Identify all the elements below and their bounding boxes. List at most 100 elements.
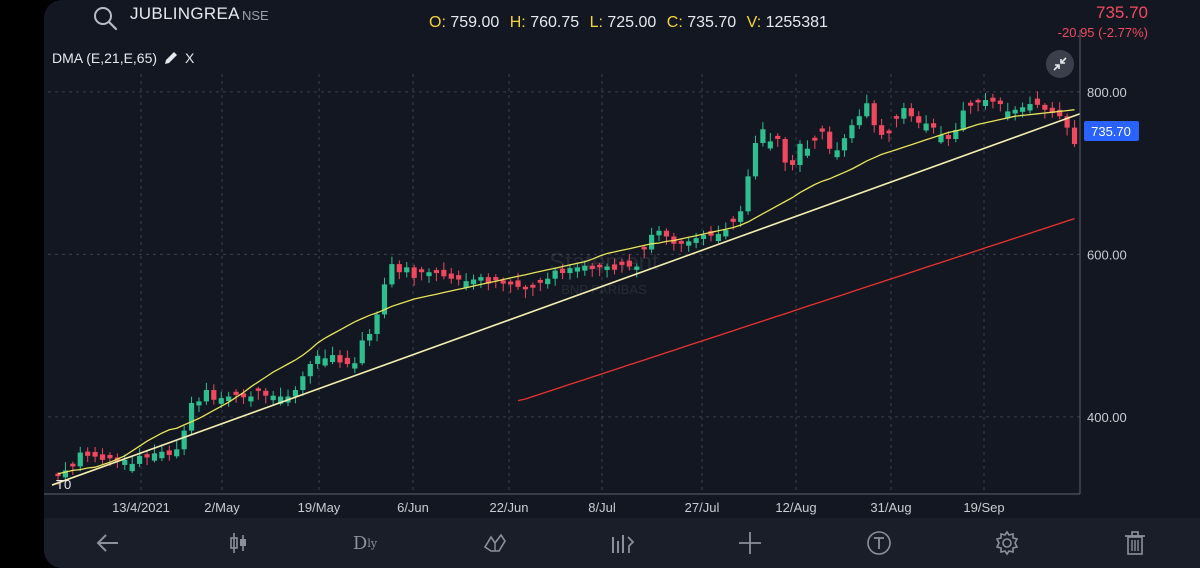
candle-body bbox=[975, 99, 981, 103]
candle-body bbox=[404, 267, 410, 273]
last-price: 735.70 bbox=[1096, 3, 1148, 22]
candle-body bbox=[270, 395, 276, 401]
chart-type-button[interactable] bbox=[223, 528, 253, 558]
price-change: -20.95 (-2.77%) bbox=[1057, 25, 1148, 40]
candle-body bbox=[597, 264, 603, 268]
candle-body bbox=[827, 131, 833, 149]
x-tick-label: 31/Aug bbox=[870, 500, 911, 515]
candle-body bbox=[856, 116, 862, 126]
candle-body bbox=[166, 450, 172, 456]
symbol-name[interactable]: JUBLINGREA bbox=[130, 4, 240, 23]
candle-body bbox=[752, 143, 759, 177]
y-tick-label: 400.00 bbox=[1087, 410, 1127, 425]
candle-body bbox=[255, 388, 261, 391]
candle-body bbox=[322, 358, 328, 366]
candle-body bbox=[945, 134, 951, 139]
candle-body bbox=[55, 473, 61, 477]
drawing-tools-button[interactable] bbox=[480, 528, 510, 558]
indicator-remove-button[interactable]: X bbox=[185, 50, 195, 66]
candle-body bbox=[604, 266, 610, 270]
candle-body bbox=[760, 129, 766, 144]
indicators-button[interactable] bbox=[607, 528, 637, 558]
edit-pencil-icon[interactable] bbox=[163, 50, 179, 66]
chart-lines bbox=[51, 109, 1081, 486]
candlestick-icon bbox=[230, 533, 246, 553]
candle-body bbox=[329, 355, 336, 363]
price-chart[interactable]: Statement BNP PARIBAS 400.00 600.00 800.00… bbox=[44, 0, 1200, 518]
candle-body bbox=[1005, 111, 1011, 119]
candle-body bbox=[708, 231, 714, 236]
x-tick-label: 8/Jul bbox=[588, 500, 616, 515]
x-tick-label: 13/4/2021 bbox=[112, 500, 170, 515]
candle-body bbox=[218, 398, 224, 404]
settings-button[interactable] bbox=[992, 528, 1022, 558]
candle-body bbox=[463, 281, 469, 288]
candle-body bbox=[418, 269, 425, 273]
candle-body bbox=[1057, 109, 1063, 117]
candle-body bbox=[226, 396, 232, 401]
candle-body bbox=[938, 134, 944, 143]
candle-body bbox=[864, 103, 870, 117]
open-value: 759.00 bbox=[450, 14, 500, 31]
candle-body bbox=[508, 281, 514, 285]
text-tool-button[interactable] bbox=[864, 528, 894, 558]
candle-body bbox=[589, 265, 595, 269]
back-button[interactable] bbox=[93, 528, 123, 558]
candle-body bbox=[359, 340, 365, 364]
ema65-line bbox=[517, 217, 1075, 402]
candle-body bbox=[789, 160, 796, 165]
candle-body bbox=[968, 102, 974, 106]
candle-body bbox=[411, 267, 417, 278]
gear-icon bbox=[995, 530, 1019, 556]
candle-body bbox=[901, 108, 907, 119]
candle-body bbox=[804, 148, 811, 156]
candle-body bbox=[352, 363, 358, 369]
candle-body bbox=[649, 234, 655, 250]
x-tick-label: 19/May bbox=[298, 500, 341, 515]
candle-body bbox=[292, 390, 299, 397]
high-value: 760.75 bbox=[530, 14, 580, 31]
candle-body bbox=[923, 123, 929, 131]
candle-body bbox=[389, 264, 395, 285]
candle-body bbox=[782, 138, 788, 163]
candle-body bbox=[493, 277, 499, 281]
low-label: L: bbox=[589, 14, 603, 31]
candle-body bbox=[211, 390, 217, 400]
close-value: 735.70 bbox=[687, 14, 737, 31]
search-icon[interactable] bbox=[92, 5, 118, 31]
collapse-arrows-icon[interactable] bbox=[1046, 50, 1074, 78]
candle-body bbox=[278, 396, 284, 404]
candle-body bbox=[530, 284, 536, 288]
candle-body bbox=[1020, 107, 1026, 112]
candle-body bbox=[982, 99, 989, 106]
x-tick-label: 6/Jun bbox=[397, 500, 429, 515]
indicator-label[interactable]: DMA (E,21,E,65) bbox=[52, 50, 158, 66]
candle-body bbox=[196, 401, 202, 406]
candle-body bbox=[908, 108, 914, 117]
x-tick-label: 2/May bbox=[204, 500, 240, 515]
low-value: 725.00 bbox=[607, 14, 657, 31]
candle-body bbox=[678, 240, 684, 244]
candle-body bbox=[151, 453, 158, 461]
price-tag-bg bbox=[1084, 121, 1139, 141]
candle-body bbox=[1064, 116, 1070, 128]
trash-icon bbox=[1125, 531, 1145, 555]
open-label: O: bbox=[429, 14, 446, 31]
candle-body bbox=[1034, 98, 1041, 105]
candle-body bbox=[188, 403, 195, 431]
indicator-legend: DMA (E,21,E,65) X bbox=[52, 50, 194, 66]
candle-body bbox=[567, 268, 573, 274]
interval-main: D bbox=[352, 532, 368, 554]
text-tool-icon bbox=[867, 531, 891, 555]
price-tag: 735.70 bbox=[1084, 121, 1139, 141]
candle-body bbox=[307, 364, 313, 377]
chart-app: Statement BNP PARIBAS 400.00 600.00 800.00… bbox=[44, 0, 1200, 568]
delete-button[interactable] bbox=[1120, 528, 1150, 558]
candle-body bbox=[574, 267, 580, 272]
candle-body bbox=[1042, 104, 1048, 110]
candle-body bbox=[99, 454, 106, 460]
chart-header: JUBLINGREA NSE O: 759.00 H: 760.75 L: 72… bbox=[44, 0, 1200, 44]
crosshair-button[interactable] bbox=[735, 528, 765, 558]
candle-body bbox=[886, 130, 892, 134]
